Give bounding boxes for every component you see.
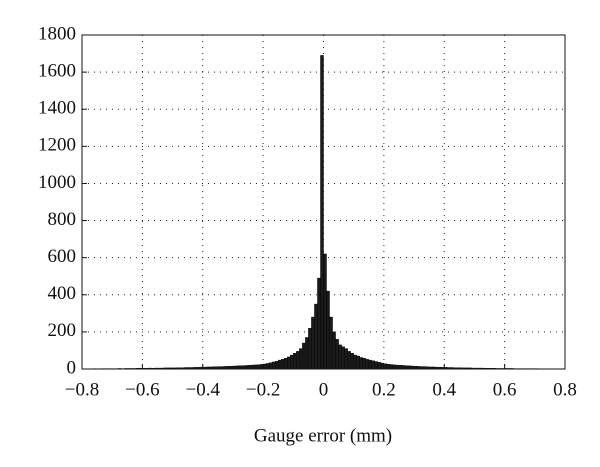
bar xyxy=(332,331,336,370)
bar xyxy=(238,365,243,370)
bar xyxy=(275,361,279,370)
x-tick-label: 0 xyxy=(319,379,329,400)
y-tick-label: 600 xyxy=(48,246,77,267)
bar xyxy=(256,364,261,370)
bar xyxy=(359,357,363,370)
bar xyxy=(278,359,282,370)
bar xyxy=(317,277,321,370)
bar xyxy=(338,344,342,370)
bar xyxy=(305,337,309,370)
bar xyxy=(271,361,276,370)
bar xyxy=(320,55,324,370)
y-tick-label: 800 xyxy=(48,209,77,230)
bar xyxy=(253,364,258,370)
y-tick-label: 1200 xyxy=(38,135,76,156)
bar xyxy=(401,365,406,370)
bar xyxy=(287,356,291,370)
bar xyxy=(335,339,339,370)
bar xyxy=(350,353,354,370)
bar xyxy=(362,358,366,370)
bar xyxy=(395,364,400,370)
x-tick-label: 0.8 xyxy=(553,379,577,400)
x-tick-label: 0.2 xyxy=(372,379,396,400)
bar xyxy=(368,359,372,370)
x-tick-label: 0.6 xyxy=(493,379,517,400)
bar xyxy=(380,362,385,370)
bar xyxy=(281,359,285,370)
plot-frame xyxy=(81,34,566,370)
bar xyxy=(308,327,312,370)
y-tick-label: 1400 xyxy=(38,98,76,119)
bar xyxy=(344,348,348,370)
bar xyxy=(326,290,330,370)
bar xyxy=(398,365,403,370)
x-tick-label: −0.6 xyxy=(125,379,159,400)
bar xyxy=(389,364,394,370)
bar xyxy=(356,355,360,370)
bar xyxy=(311,316,315,370)
bar xyxy=(299,348,303,370)
x-tick-label: −0.2 xyxy=(246,379,280,400)
x-tick-label: −0.8 xyxy=(65,379,99,400)
bar xyxy=(296,351,300,370)
bar xyxy=(314,303,318,370)
bar xyxy=(323,253,327,370)
bar xyxy=(262,363,267,370)
bar xyxy=(353,354,357,370)
bar xyxy=(392,364,397,370)
bar xyxy=(302,342,306,370)
bar xyxy=(371,360,376,370)
bar xyxy=(404,365,409,370)
y-tick-label: 0 xyxy=(67,357,77,378)
bar xyxy=(250,364,255,370)
bar xyxy=(290,354,294,370)
y-tick-label: 1000 xyxy=(38,172,76,193)
bar xyxy=(241,365,246,370)
bar xyxy=(386,363,391,370)
bar xyxy=(341,346,345,370)
bar xyxy=(259,364,264,370)
y-tick-label: 200 xyxy=(48,320,77,341)
y-tick-label: 1600 xyxy=(38,60,76,81)
bar xyxy=(347,351,351,370)
bar xyxy=(284,358,288,370)
bar xyxy=(374,361,379,370)
bar xyxy=(268,362,273,370)
bar xyxy=(365,359,369,370)
bar xyxy=(293,353,297,370)
x-tick-label: 0.4 xyxy=(432,379,456,400)
x-axis-label: Gauge error (mm) xyxy=(254,425,392,446)
bar xyxy=(377,362,382,370)
x-tick-label: −0.4 xyxy=(186,379,221,400)
bar xyxy=(383,363,388,370)
y-tick-label: 400 xyxy=(48,283,77,304)
y-tick-label: 1800 xyxy=(38,23,76,44)
bar xyxy=(329,316,333,370)
bar xyxy=(244,365,249,370)
bar xyxy=(265,363,270,370)
bar xyxy=(247,365,252,370)
